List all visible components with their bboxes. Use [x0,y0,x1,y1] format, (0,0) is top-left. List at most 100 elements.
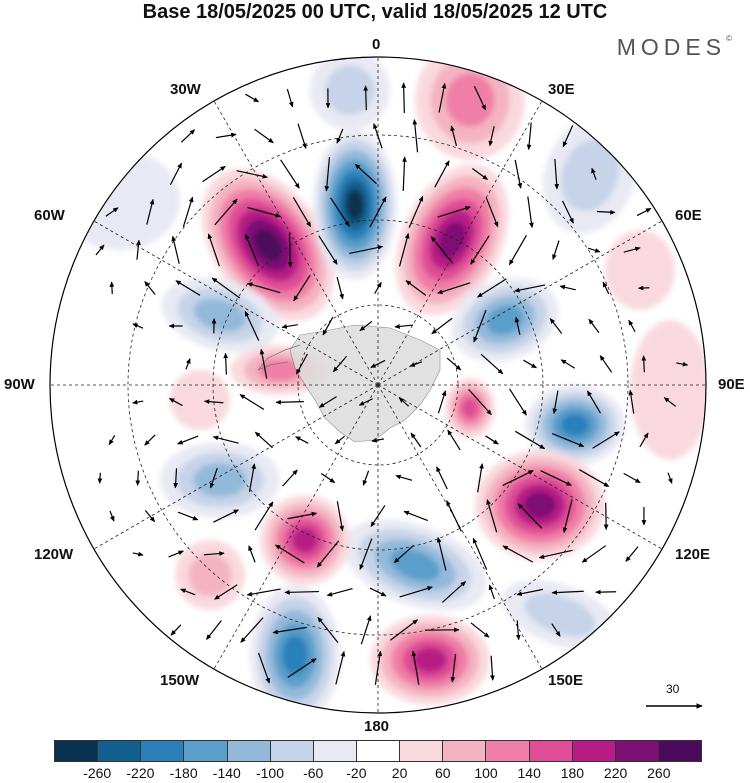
wind-arrow [551,623,561,637]
wind-arrow [132,323,144,329]
negative-anomaly-contour [193,463,247,497]
wind-arrow [523,359,537,369]
wind-arrow [581,545,607,563]
wind-arrow [335,650,346,685]
positive-anomaly-contour [421,198,483,282]
map-background [50,57,706,713]
positive-anomaly-contour [391,631,469,689]
wind-arrow [436,536,447,571]
positive-anomaly-contour [438,221,466,259]
wind-arrow [599,355,613,373]
wind-arrow [441,581,466,603]
wind-arrow [488,584,495,600]
positive-anomaly-contour [445,378,495,438]
positive-anomaly-contour [504,475,576,535]
wind-arrow [473,309,487,343]
wind-arrow [369,587,387,597]
positive-anomaly-contour [450,384,490,432]
wind-arrow [349,245,384,255]
wind-arrow [146,198,155,225]
positive-anomaly-contour [370,615,490,705]
wind-arrow [371,437,385,443]
wind-arrow [203,551,225,556]
anomaly-field [60,57,706,713]
wind-vectors [95,82,689,685]
wind-arrow [446,500,462,532]
meridian-line [377,384,544,671]
wind-arrow [472,167,489,181]
wind-arrow [254,501,274,531]
wind-arrow [297,123,307,149]
wind-arrow [272,626,307,635]
map-title: Base 18/05/2025 00 UTC, valid 18/05/2025… [142,1,608,23]
wind-arrow [168,397,183,407]
wind-arrow [514,316,521,335]
colorbar-tick-label: -220 [126,765,155,781]
wind-arrow [136,239,141,260]
wind-arrow [592,431,620,449]
wind-arrow [316,540,340,568]
meridian-line [92,384,379,551]
negative-anomaly-contour [486,305,524,335]
lon-label-150e: 150E [548,672,584,689]
wind-arrow [438,82,447,113]
colorbar-bin [270,741,314,761]
wind-arrow [240,617,264,643]
wind-arrow [202,165,226,183]
wind-arrow [318,235,338,265]
wind-arrow [108,435,116,446]
colorbar-bin [400,741,444,761]
peninsula [257,344,301,371]
negative-anomaly-contour [161,277,279,353]
lon-label-90e: 90E [718,376,745,393]
wind-arrow [562,125,574,148]
colorbar-tick-label: 20 [391,765,408,781]
positive-anomaly-contour [461,397,479,419]
wind-arrow [105,207,119,217]
wind-arrow [447,429,461,451]
latitude-circle [297,304,459,466]
lon-label-60e: 60E [675,207,702,224]
positive-anomaly-contour [412,187,492,293]
negative-anomaly-contour [176,452,264,508]
negative-anomaly-contour [358,529,472,601]
negative-anomaly-contour [551,406,599,444]
colorbar-bin [98,741,142,761]
wind-arrow [247,282,281,294]
negative-anomaly-contour [329,159,381,251]
wind-arrow [468,388,492,416]
wind-arrow [206,620,222,640]
wind-arrow [223,352,229,375]
wind-arrow [354,163,377,185]
wind-arrow [109,281,115,294]
wind-arrow [334,435,345,445]
wind-arrow [175,280,201,296]
wind-arrow [639,432,649,448]
wind-arrow [374,281,382,294]
wind-arrow [287,232,293,268]
wind-arrow [293,274,311,302]
wind-arrow [636,207,652,217]
positive-anomaly-contour [284,519,326,561]
wind-arrow [562,499,573,534]
wind-arrow [248,545,256,563]
negative-anomaly-contour [463,287,547,353]
wind-arrow [399,586,433,598]
wind-arrow [486,499,498,533]
negative-anomaly-contour [560,413,590,437]
positive-anomaly-contour [236,208,300,282]
positive-anomaly-contour [605,230,675,310]
copyright-mark: © [726,34,732,43]
positive-anomaly-contour [260,495,350,585]
wind-arrow [330,197,350,227]
wind-arrow [203,399,224,405]
colorbar-bin [615,741,659,761]
wind-arrow [625,546,639,562]
wind-arrow [623,246,641,253]
positive-anomaly-contour [630,320,706,460]
wind-arrow [318,396,337,408]
negative-anomaly-contour [346,189,364,221]
wind-arrow [402,156,407,192]
positive-anomaly-contour [412,647,448,673]
